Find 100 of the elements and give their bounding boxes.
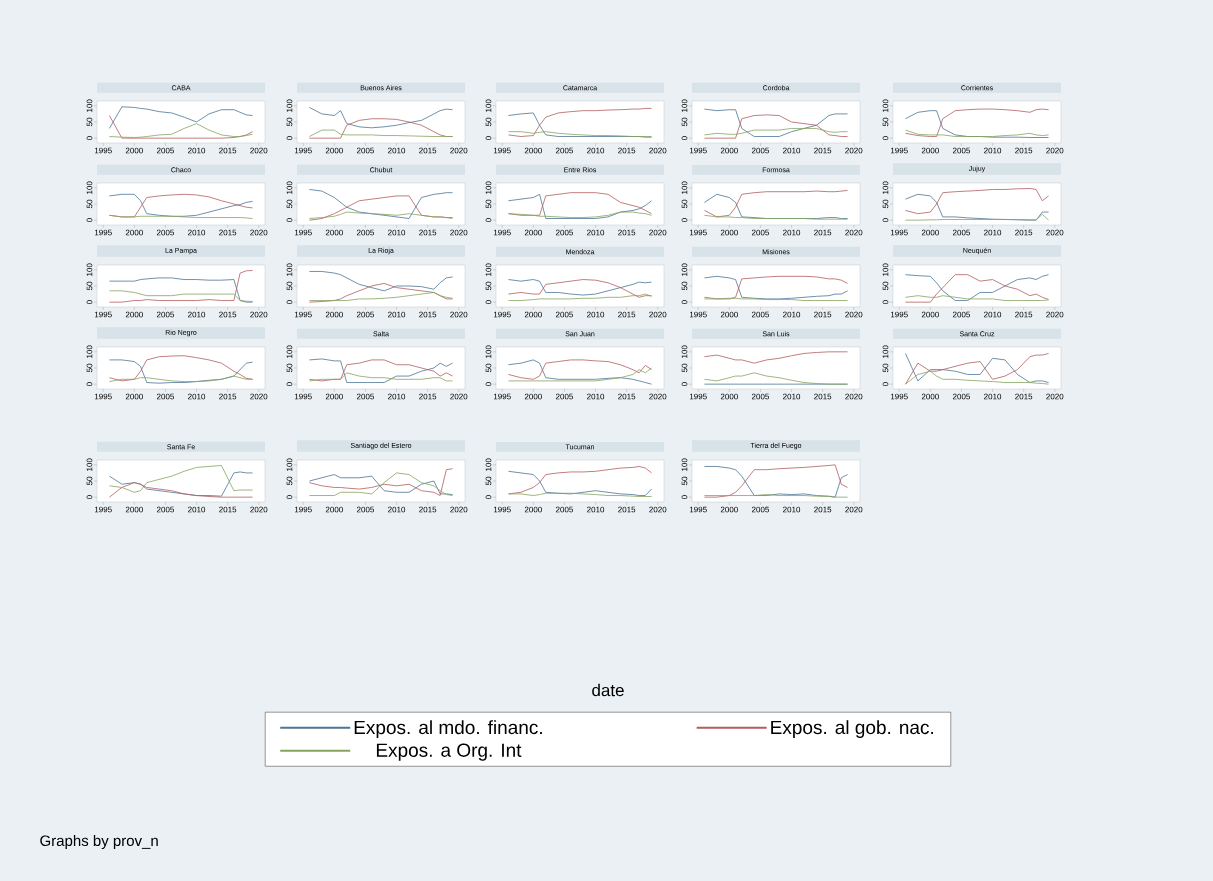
- y-tick-label: 0: [485, 218, 492, 223]
- x-tick-label: 2005: [356, 393, 374, 400]
- x-tick-label: 1995: [689, 393, 707, 400]
- x-tick-label: 2015: [814, 147, 832, 154]
- x-tick-label: 2005: [156, 311, 174, 318]
- x-tick-label: 2005: [356, 229, 374, 236]
- y-tick-label: 100: [286, 458, 293, 471]
- y-tick-label: 50: [485, 199, 492, 209]
- y-tick-label: 50: [86, 363, 93, 373]
- x-tick-label: 2020: [845, 147, 863, 154]
- x-tick-label: 2000: [325, 229, 343, 236]
- x-tick-label: 1995: [493, 311, 511, 318]
- y-tick-label: 100: [485, 263, 492, 276]
- y-tick-label: 0: [485, 495, 492, 500]
- x-tick-label: 2010: [388, 393, 406, 400]
- x-tick-label: 1995: [890, 229, 908, 236]
- y-tick-label: 100: [485, 99, 492, 112]
- y-tick-label: 100: [286, 181, 293, 194]
- x-tick-label: 2020: [845, 229, 863, 236]
- x-tick-label: 2020: [250, 506, 268, 513]
- y-tick-label: 0: [86, 495, 93, 500]
- x-tick-label: 2000: [524, 229, 542, 236]
- x-tick-label: 2010: [188, 393, 206, 400]
- x-tick-label: 1995: [689, 229, 707, 236]
- y-tick-label: 0: [681, 382, 688, 387]
- line-series: [109, 123, 253, 138]
- y-tick-label: 50: [286, 117, 293, 127]
- x-tick-label: 2000: [921, 393, 939, 400]
- x-tick-label: 2015: [419, 393, 437, 400]
- x-tick-label: 2000: [720, 311, 738, 318]
- x-tick-label: 2015: [618, 506, 636, 513]
- x-tick-label: 2000: [125, 229, 143, 236]
- y-tick-label: 50: [485, 281, 492, 291]
- x-tick-label: 2005: [751, 229, 770, 236]
- x-tick-label: 1995: [294, 506, 312, 513]
- y-tick-label: 100: [86, 345, 93, 358]
- x-tick-label: 2005: [751, 311, 770, 318]
- x-tick-label: 2010: [783, 311, 801, 318]
- legend-label: Expos. al gob. nac.: [771, 720, 934, 738]
- y-tick-label: 100: [485, 181, 492, 194]
- x-tick-label: 2005: [555, 506, 573, 513]
- x-tick-label: 2015: [219, 506, 237, 513]
- x-tick-label: 2010: [188, 506, 206, 513]
- x-tick-label: 1995: [94, 229, 112, 236]
- x-tick-label: 2020: [450, 147, 468, 154]
- x-tick-label: 2010: [783, 147, 801, 154]
- x-tick-label: 2000: [720, 229, 738, 236]
- x-tick-label: 2020: [250, 311, 268, 318]
- x-tick-label: 2005: [952, 147, 971, 154]
- y-tick-label: 50: [286, 281, 293, 291]
- y-tick-label: 0: [882, 136, 889, 141]
- y-tick-label: 100: [882, 345, 889, 358]
- x-tick-label: 2000: [921, 229, 939, 236]
- x-tick-label: 2015: [419, 147, 437, 154]
- x-tick-label: 1995: [890, 393, 908, 400]
- x-tick-label: 2010: [388, 147, 406, 154]
- x-tick-label: 2020: [845, 506, 863, 513]
- x-tick-label: 1995: [94, 147, 112, 154]
- x-tick-label: 2015: [219, 393, 237, 400]
- y-tick-label: 0: [882, 218, 889, 223]
- y-tick-label: 0: [86, 300, 93, 305]
- y-tick-label: 50: [882, 117, 889, 127]
- y-tick-label: 0: [681, 300, 688, 305]
- x-tick-label: 1995: [294, 229, 312, 236]
- x-tick-label: 2005: [156, 506, 174, 513]
- x-tick-label: 2020: [450, 311, 468, 318]
- x-tick-label: 2015: [1015, 229, 1033, 236]
- x-tick-label: 2015: [219, 311, 237, 318]
- y-tick-label: 100: [86, 458, 93, 471]
- y-tick-label: 50: [86, 199, 93, 209]
- x-tick-label: 2010: [188, 229, 206, 236]
- legend-label: Expos. a Org. Int: [376, 743, 522, 761]
- y-tick-label: 0: [681, 218, 688, 223]
- x-tick-label: 2010: [783, 506, 801, 513]
- x-tick-label: 2020: [845, 311, 863, 318]
- y-tick-label: 100: [681, 345, 688, 358]
- x-tick-label: 2020: [649, 147, 667, 154]
- x-tick-label: 1995: [493, 393, 511, 400]
- x-tick-label: 2010: [388, 229, 406, 236]
- x-tick-label: 2010: [587, 393, 605, 400]
- x-tick-label: 2010: [587, 311, 605, 318]
- y-tick-label: 100: [882, 263, 889, 276]
- x-tick-label: 2000: [524, 506, 542, 513]
- x-tick-label: 2005: [555, 229, 573, 236]
- x-tick-label: 1995: [94, 311, 112, 318]
- x-tick-label: 2015: [814, 311, 832, 318]
- y-tick-label: 0: [485, 382, 492, 387]
- x-tick-label: 2020: [450, 229, 468, 236]
- text: Graphs by prov_n: [40, 835, 158, 849]
- x-tick-label: 2015: [1015, 311, 1033, 318]
- x-tick-label: 1995: [890, 311, 908, 318]
- x-tick-label: 2010: [984, 229, 1002, 236]
- x-tick-label: 2010: [783, 393, 801, 400]
- y-tick-label: 0: [681, 495, 688, 500]
- y-tick-label: 0: [86, 382, 93, 387]
- x-tick-label: 2000: [325, 147, 343, 154]
- x-tick-label: 1995: [689, 506, 707, 513]
- y-tick-label: 50: [286, 363, 293, 373]
- y-tick-label: 100: [86, 263, 93, 276]
- x-tick-label: 1995: [689, 147, 707, 154]
